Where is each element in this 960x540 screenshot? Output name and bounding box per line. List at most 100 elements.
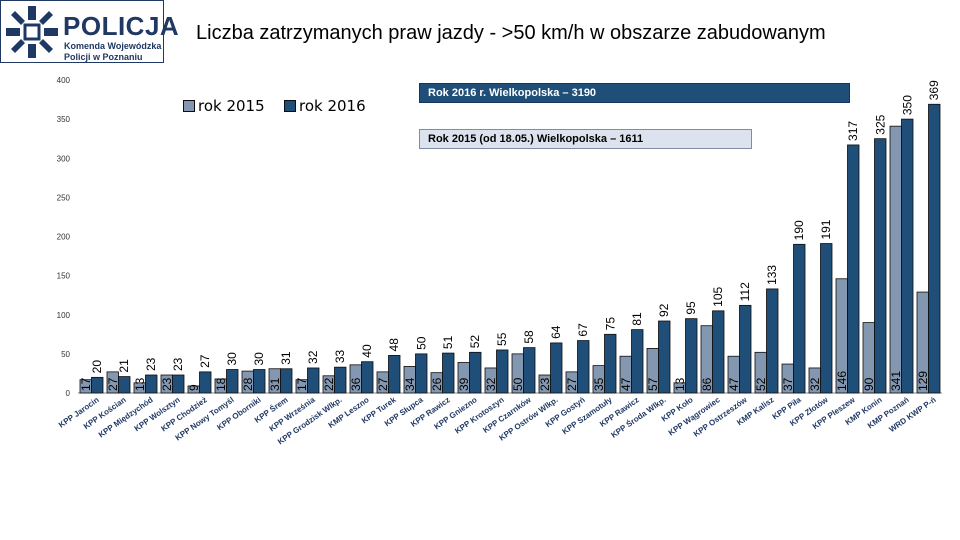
data-label-2015: 9 — [187, 384, 201, 391]
data-label-2015: 13 — [133, 377, 147, 391]
bar-2016 — [631, 329, 644, 394]
data-label-2016: 95 — [684, 301, 698, 315]
data-label-2016: 105 — [711, 286, 725, 306]
legend-swatch-2016 — [284, 100, 296, 112]
legend-swatch-2015 — [183, 100, 195, 112]
y-tick-label: 100 — [57, 311, 71, 320]
data-label-2015: 27 — [106, 377, 120, 391]
data-label-2016: 190 — [792, 220, 806, 240]
bar-2016 — [820, 243, 833, 394]
police-logo: POLICJA Komenda Wojewódzka Policji w Poz… — [0, 0, 179, 63]
data-label-2015: 28 — [241, 377, 255, 391]
data-label-2016: 23 — [171, 357, 185, 371]
bar-2016 — [361, 361, 374, 394]
data-label-2015: 27 — [376, 377, 390, 391]
data-label-2015: 47 — [727, 377, 741, 391]
data-label-2015: 146 — [835, 371, 849, 391]
data-label-2015: 47 — [619, 377, 633, 391]
bar-2016 — [496, 349, 509, 394]
data-label-2016: 112 — [738, 282, 752, 301]
data-label-2015: 23 — [538, 377, 552, 391]
data-label-2016: 50 — [414, 336, 428, 350]
data-label-2015: 17 — [295, 377, 309, 391]
bar-2016 — [307, 367, 320, 394]
data-label-2015: 17 — [79, 377, 93, 391]
data-label-2015: 18 — [214, 377, 228, 391]
data-label-2016: 30 — [225, 352, 239, 366]
bar-2016 — [388, 355, 401, 394]
data-label-2016: 30 — [252, 352, 266, 366]
data-label-2016: 40 — [360, 344, 374, 358]
legend-label-2015: rok 2015 — [198, 97, 265, 115]
y-tick-label: 0 — [66, 389, 71, 398]
bar-2016 — [685, 318, 698, 394]
data-label-2015: 35 — [592, 377, 606, 391]
data-label-2016: 67 — [576, 323, 590, 337]
bar-2016 — [793, 243, 806, 394]
data-label-2015: 52 — [754, 377, 768, 391]
bar-2016 — [847, 144, 860, 394]
data-label-2015: 32 — [808, 377, 822, 391]
annotation-2015-total: Rok 2015 (od 18.05.) Wielkopolska – 1611 — [419, 129, 752, 149]
data-label-2016: 32 — [306, 350, 320, 364]
data-label-2016: 191 — [819, 219, 833, 239]
data-label-2015: 39 — [457, 377, 471, 391]
data-label-2016: 92 — [657, 303, 671, 317]
bar-2016 — [523, 347, 536, 394]
y-tick-label: 350 — [57, 115, 71, 124]
bar-2016 — [145, 374, 158, 394]
bar-2016 — [280, 368, 293, 394]
data-label-2015: 23 — [160, 377, 174, 391]
bar-2016 — [442, 352, 455, 394]
bar-2015 — [889, 125, 902, 394]
data-label-2016: 55 — [495, 332, 509, 346]
legend-label-2016: rok 2016 — [299, 97, 366, 115]
bar-2016 — [550, 342, 563, 394]
bar-2016 — [901, 118, 914, 394]
data-label-2016: 33 — [333, 350, 347, 364]
data-label-2015: 34 — [403, 377, 417, 391]
data-label-2015: 129 — [916, 371, 930, 391]
data-label-2016: 51 — [441, 335, 455, 349]
bar-2016 — [469, 351, 482, 394]
data-label-2016: 20 — [90, 360, 104, 374]
bar-2016 — [712, 310, 725, 394]
data-label-2015: 27 — [565, 377, 579, 391]
data-label-2016: 48 — [387, 338, 401, 352]
y-tick-label: 300 — [57, 154, 71, 163]
data-label-2015: 50 — [511, 377, 525, 391]
data-label-2015: 36 — [349, 377, 363, 391]
data-label-2015: 37 — [781, 377, 795, 391]
data-label-2016: 75 — [603, 317, 617, 331]
bar-2016 — [658, 320, 671, 394]
y-tick-label: 150 — [57, 272, 71, 281]
bar-2016 — [415, 353, 428, 394]
y-tick-label: 250 — [57, 193, 71, 202]
bar-2016 — [766, 288, 779, 394]
y-tick-label: 200 — [57, 233, 71, 242]
logo-subtitle: Komenda Wojewódzka Policji w Poznaniu — [64, 41, 161, 63]
police-star-icon — [6, 6, 58, 58]
category-label: WRD KWP P-ń — [887, 395, 937, 434]
data-label-2015: 31 — [268, 377, 282, 391]
bar-2016 — [91, 376, 104, 394]
data-label-2016: 369 — [927, 80, 941, 100]
bar-2016 — [253, 369, 266, 394]
data-label-2016: 21 — [117, 359, 131, 373]
data-label-2016: 325 — [873, 114, 887, 134]
bar-2016 — [604, 333, 617, 394]
data-label-2015: 32 — [484, 377, 498, 391]
data-label-2015: 22 — [322, 377, 336, 391]
data-label-2015: 90 — [862, 377, 876, 391]
bar-2016 — [226, 369, 239, 394]
bar-2016 — [172, 374, 185, 394]
data-label-2016: 350 — [900, 95, 914, 115]
data-label-2015: 57 — [646, 377, 660, 391]
bar-2016 — [874, 138, 887, 394]
data-label-2016: 58 — [522, 330, 536, 344]
data-label-2016: 81 — [630, 312, 644, 326]
bar-2016 — [928, 103, 941, 394]
data-label-2016: 23 — [144, 357, 158, 371]
data-label-2015: 26 — [430, 377, 444, 391]
